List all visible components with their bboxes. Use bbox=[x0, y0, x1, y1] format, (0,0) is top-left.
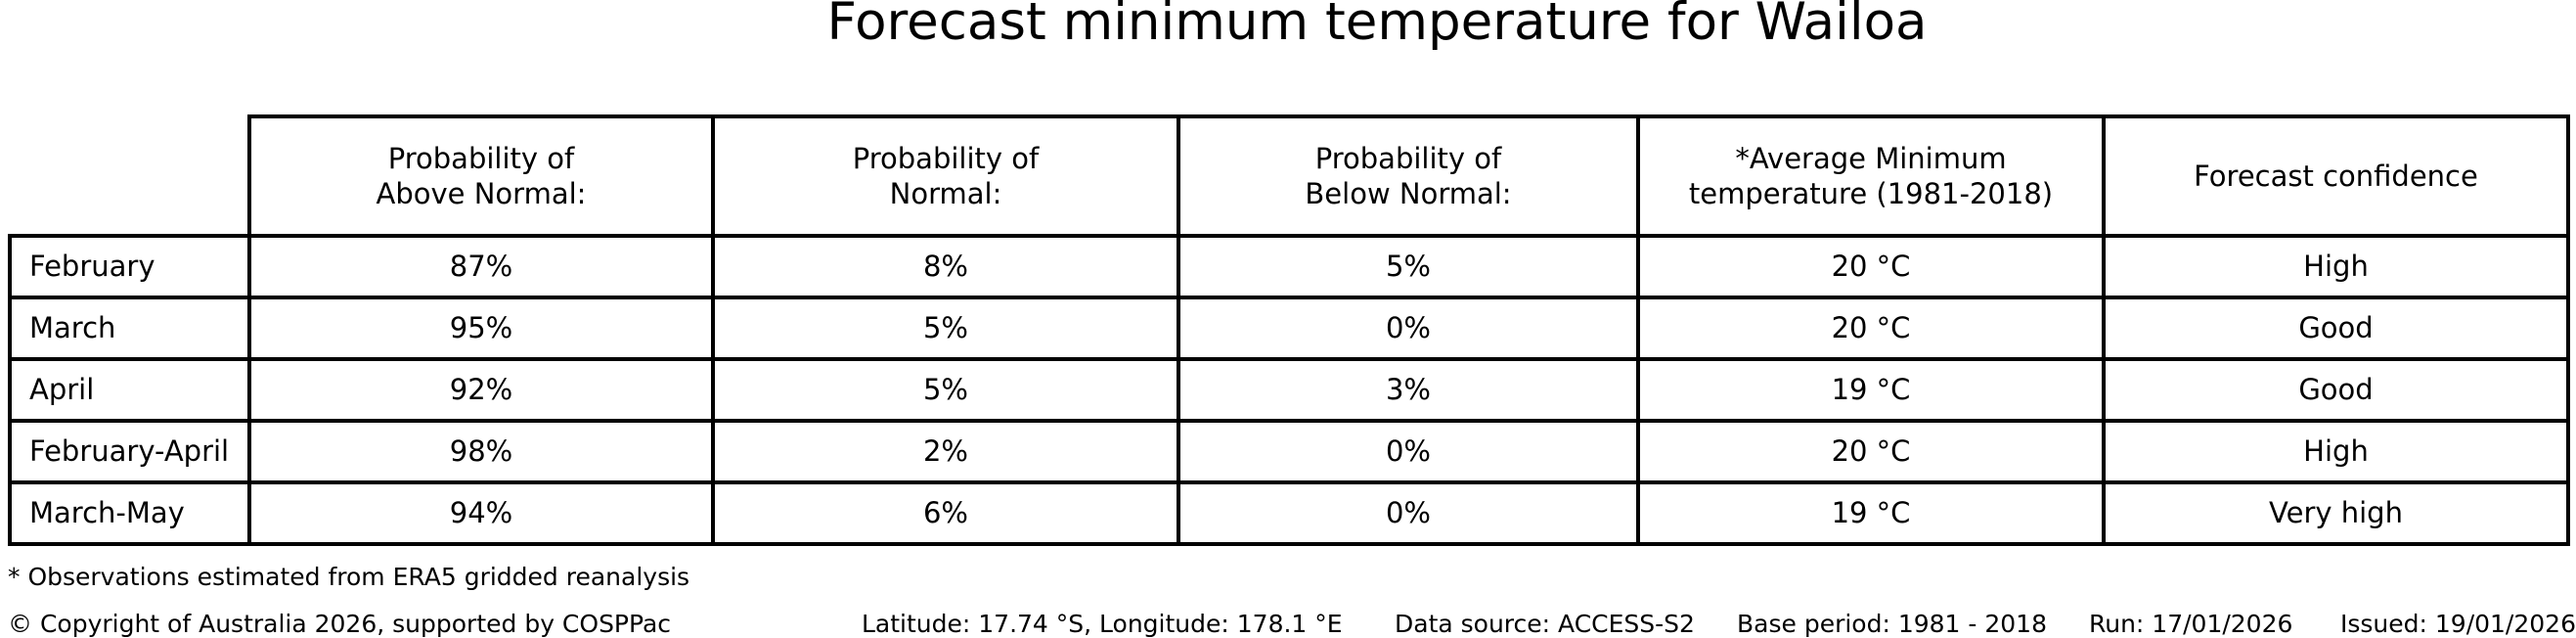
cell-above-normal: 98% bbox=[247, 419, 715, 484]
cell-below-normal: 0% bbox=[1177, 296, 1640, 361]
table-row-april: April 92% 5% 3% 19 °C Good bbox=[8, 357, 2570, 423]
header-average-min-temp: *Average Minimum temperature (1981-2018) bbox=[1636, 114, 2106, 238]
run-date-text: Run: 17/01/2026 bbox=[2089, 610, 2293, 638]
cell-normal: 6% bbox=[711, 480, 1180, 546]
forecast-table: Probability of Above Normal: Probability… bbox=[8, 114, 2570, 546]
cell-confidence: Good bbox=[2102, 357, 2570, 423]
table-row-march-may: March-May 94% 6% 0% 19 °C Very high bbox=[8, 480, 2570, 546]
cell-above-normal: 95% bbox=[247, 296, 715, 361]
table-row-march: March 95% 5% 0% 20 °C Good bbox=[8, 296, 2570, 361]
base-period-text: Base period: 1981 - 2018 bbox=[1737, 610, 2047, 638]
cell-below-normal: 0% bbox=[1177, 480, 1640, 546]
data-source-text: Data source: ACCESS-S2 bbox=[1395, 610, 1695, 638]
cell-avg-min-temp: 20 °C bbox=[1636, 419, 2106, 484]
table-row-february: February 87% 8% 5% 20 °C High bbox=[8, 234, 2570, 299]
cell-confidence: Good bbox=[2102, 296, 2570, 361]
row-label: March bbox=[8, 296, 251, 361]
page-title: Forecast minimum temperature for Wailoa bbox=[826, 0, 1928, 52]
row-label: February-April bbox=[8, 419, 251, 484]
header-blank-cell bbox=[10, 116, 249, 236]
row-label: February bbox=[8, 234, 251, 299]
header-below-normal: Probability of Below Normal: bbox=[1177, 114, 1640, 238]
footer-bar: © Copyright of Australia 2026, supported… bbox=[0, 611, 2576, 638]
cell-below-normal: 5% bbox=[1177, 234, 1640, 299]
row-label: April bbox=[8, 357, 251, 423]
cell-below-normal: 3% bbox=[1177, 357, 1640, 423]
cell-normal: 5% bbox=[711, 357, 1180, 423]
cell-above-normal: 94% bbox=[247, 480, 715, 546]
cell-above-normal: 87% bbox=[247, 234, 715, 299]
copyright-text: © Copyright of Australia 2026, supported… bbox=[8, 610, 672, 638]
cell-below-normal: 0% bbox=[1177, 419, 1640, 484]
cell-normal: 2% bbox=[711, 419, 1180, 484]
title-bar: Forecast minimum temperature for Wailoa bbox=[0, 0, 2576, 53]
cell-confidence: Very high bbox=[2102, 480, 2570, 546]
header-above-normal: Probability of Above Normal: bbox=[247, 114, 715, 238]
cell-avg-min-temp: 19 °C bbox=[1636, 357, 2106, 423]
cell-above-normal: 92% bbox=[247, 357, 715, 423]
cell-confidence: High bbox=[2102, 419, 2570, 484]
issued-date-text: Issued: 19/01/2026 bbox=[2340, 610, 2576, 638]
header-normal: Probability of Normal: bbox=[711, 114, 1180, 238]
cell-avg-min-temp: 20 °C bbox=[1636, 234, 2106, 299]
header-forecast-confidence: Forecast confidence bbox=[2102, 114, 2570, 238]
cell-avg-min-temp: 19 °C bbox=[1636, 480, 2106, 546]
table-header-row: Probability of Above Normal: Probability… bbox=[10, 114, 2570, 238]
cell-avg-min-temp: 20 °C bbox=[1636, 296, 2106, 361]
cell-confidence: High bbox=[2102, 234, 2570, 299]
row-label: March-May bbox=[8, 480, 251, 546]
cell-normal: 8% bbox=[711, 234, 1180, 299]
observations-footnote: * Observations estimated from ERA5 gridd… bbox=[8, 563, 690, 591]
location-text: Latitude: 17.74 °S, Longitude: 178.1 °E bbox=[862, 610, 1343, 638]
table-row-february-april: February-April 98% 2% 0% 20 °C High bbox=[8, 419, 2570, 484]
cell-normal: 5% bbox=[711, 296, 1180, 361]
